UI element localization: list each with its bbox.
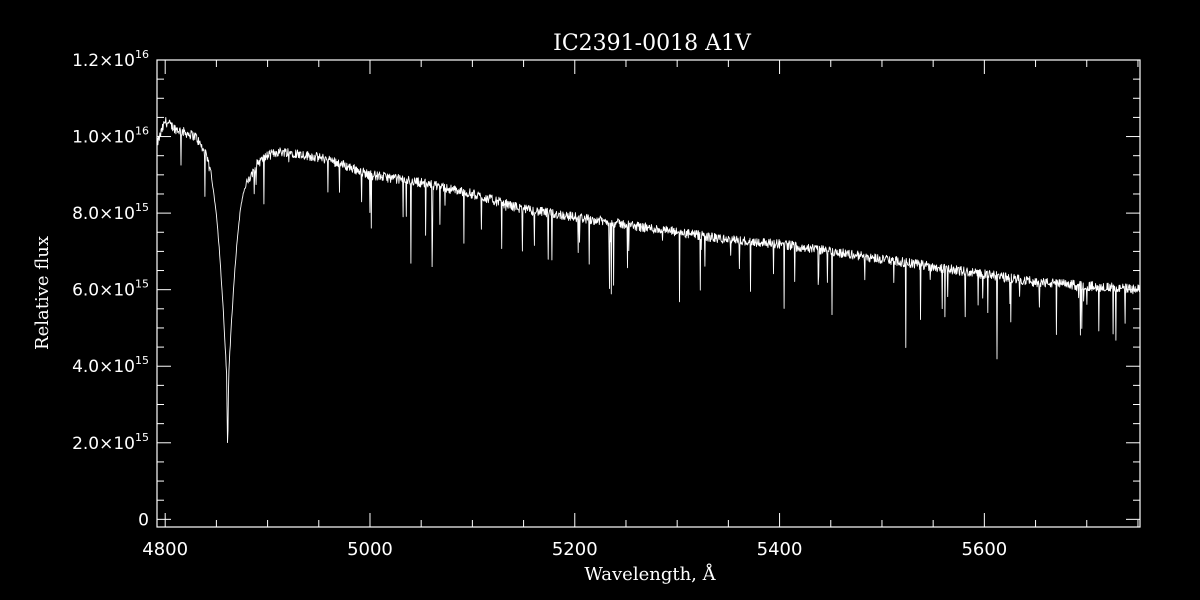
y-tick-label: 6.0×1015 [72,278,149,301]
y-tick-label: 1.0×1016 [72,125,149,148]
y-tick-label: 8.0×1015 [72,201,149,224]
y-tick-label: 4.0×1015 [72,354,149,377]
spectrum-series-line [156,116,1141,444]
plot-border [156,59,1141,528]
y-axis-label: Relative flux [32,236,53,350]
y-axis: 0 2.0×1015 4.0×1015 6.0×1015 8.0×1015 1.0×101… [72,48,1140,530]
x-axis-label: Wavelength, Å [584,563,716,585]
series-layer [156,116,1141,444]
x-tick-label: 5400 [757,539,803,560]
x-tick-label: 4800 [142,539,188,560]
x-tick-label: 5200 [552,539,598,560]
chart-title: IC2391-0018 A1V [553,31,752,56]
x-tick-label: 5600 [961,539,1007,560]
y-tick-label: 2.0×1015 [72,431,149,454]
x-tick-label: 5000 [347,539,393,560]
y-tick-label: 0 [138,510,149,530]
y-tick-label: 1.2×1016 [72,48,149,71]
plot-frame [156,59,1141,528]
x-axis: 4800 5000 5200 5400 5600 [142,60,1139,560]
